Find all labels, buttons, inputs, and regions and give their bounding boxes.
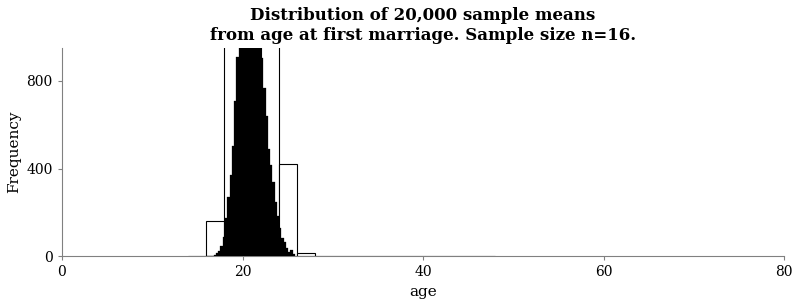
- Bar: [225, 218, 227, 256]
- Bar: [214, 255, 216, 256]
- Bar: [216, 253, 218, 256]
- Bar: [286, 248, 288, 256]
- Bar: [241, 0, 243, 256]
- Bar: [270, 165, 273, 256]
- Bar: [236, 57, 238, 256]
- Bar: [254, 0, 257, 256]
- Bar: [225, 0, 242, 256]
- Bar: [259, 28, 261, 256]
- Bar: [279, 228, 282, 256]
- Bar: [274, 202, 277, 256]
- Bar: [288, 252, 290, 256]
- Title: Distribution of 20,000 sample means
from age at first marriage. Sample size n=16: Distribution of 20,000 sample means from…: [210, 7, 636, 43]
- Bar: [242, 0, 261, 256]
- Bar: [234, 101, 236, 256]
- Bar: [238, 41, 241, 256]
- Bar: [261, 58, 263, 256]
- Bar: [257, 0, 259, 256]
- Bar: [232, 147, 234, 256]
- Bar: [290, 250, 293, 256]
- Bar: [282, 238, 284, 256]
- Bar: [250, 0, 252, 256]
- Bar: [297, 252, 314, 256]
- Bar: [277, 216, 279, 256]
- Bar: [278, 164, 297, 256]
- Bar: [218, 251, 221, 256]
- Bar: [246, 0, 247, 256]
- Bar: [230, 174, 232, 256]
- Bar: [243, 0, 246, 256]
- Bar: [252, 0, 254, 256]
- Bar: [206, 221, 225, 256]
- Bar: [227, 196, 230, 256]
- Bar: [263, 88, 266, 256]
- Bar: [268, 149, 270, 256]
- Bar: [221, 246, 222, 256]
- Y-axis label: Frequency: Frequency: [7, 111, 21, 193]
- Bar: [222, 237, 225, 256]
- X-axis label: age: age: [410, 285, 437, 299]
- Bar: [261, 0, 278, 256]
- Bar: [247, 0, 250, 256]
- Bar: [293, 254, 295, 256]
- Bar: [284, 242, 286, 256]
- Bar: [266, 116, 268, 256]
- Bar: [273, 182, 274, 256]
